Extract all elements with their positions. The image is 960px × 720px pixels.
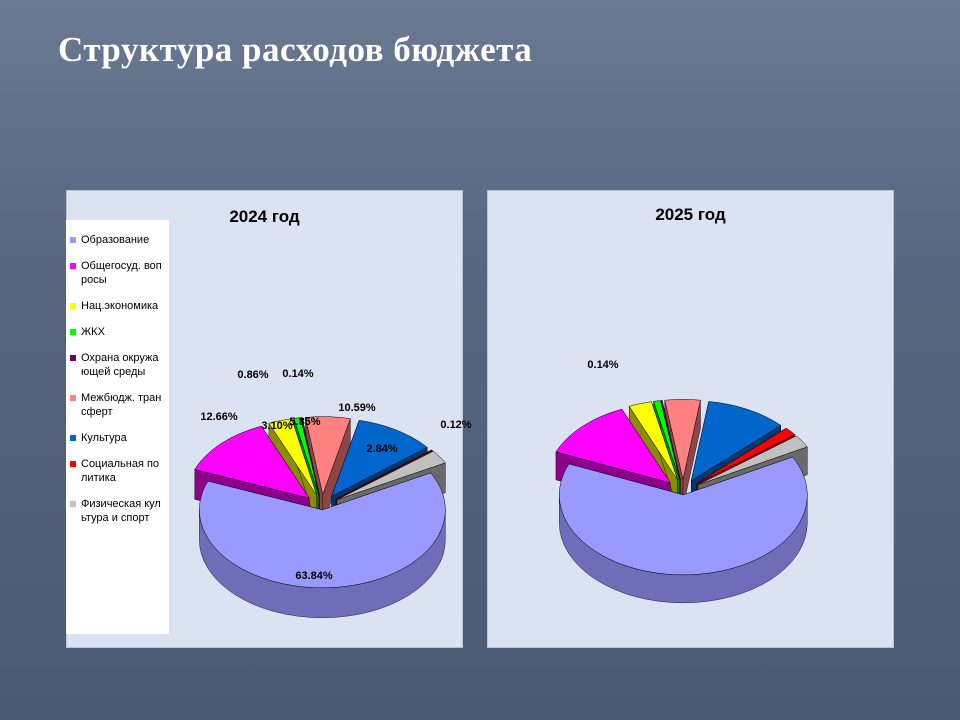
pie-chart-2025: 0.14%: [555, 359, 808, 603]
data-label: 0.86%: [237, 369, 268, 381]
legend-swatch: [70, 501, 76, 507]
pie-chart-2024: 63.84% 12.66% 3.10% 0.86% 0.14% 5.85% 10.59% 0.…: [194, 368, 472, 618]
chart-legend: Образование Общегосуд. вопросы Нац.эконо…: [66, 220, 169, 634]
legend-label: Социальная политика: [81, 458, 160, 484]
data-label: 12.66%: [200, 411, 238, 423]
legend-swatch: [70, 303, 76, 309]
legend-label: Образование: [81, 234, 150, 246]
data-label: 0.12%: [440, 419, 471, 431]
pie-slice: [199, 472, 446, 618]
data-label: 5.85%: [289, 416, 320, 428]
legend-label: Физическая культура и спорт: [81, 498, 161, 524]
data-label: 2.84%: [366, 443, 397, 455]
legend-label: Культура: [81, 432, 127, 444]
chart-title-2024: 2024 год: [229, 207, 300, 226]
legend-swatch: [70, 435, 76, 441]
legend-item: Межбюдж. трансферт: [70, 391, 165, 419]
legend-swatch: [70, 355, 76, 361]
data-label: 63.84%: [295, 570, 333, 582]
legend-swatch: [70, 461, 76, 467]
data-label: 0.14%: [282, 368, 313, 380]
legend-item: Общегосуд. вопросы: [70, 259, 165, 287]
legend-item: Социальная политика: [70, 457, 165, 485]
pie-slice: [559, 456, 808, 603]
legend-label: Общегосуд. вопросы: [81, 260, 162, 286]
legend-label: Нац.экономика: [81, 300, 159, 312]
chart-title-2025: 2025 год: [655, 205, 726, 224]
legend-swatch: [70, 237, 76, 243]
legend-label: Охрана окружающей среды: [81, 352, 159, 378]
legend-swatch: [70, 395, 76, 401]
legend-item: Культура: [70, 431, 165, 445]
legend-label: Межбюдж. трансферт: [81, 392, 162, 418]
legend-item: ЖКХ: [70, 325, 165, 339]
legend-item: Охрана окружающей среды: [70, 351, 165, 379]
data-label: 10.59%: [338, 402, 376, 414]
chart-panel-2025: 2025 год 0.14%: [487, 190, 894, 648]
legend-swatch: [70, 329, 76, 335]
legend-item: Физическая культура и спорт: [70, 497, 165, 525]
data-label: 0.14%: [587, 359, 618, 371]
chart-panel-2024: 2024 год 63.84% 12.66% 3.10% 0.86% 0.14% 5.85…: [66, 190, 472, 648]
legend-item: Образование: [70, 233, 165, 247]
legend-swatch: [70, 263, 76, 269]
page-title: Структура расходов бюджета: [58, 30, 533, 69]
legend-label: ЖКХ: [81, 326, 105, 338]
data-label: 3.10%: [261, 420, 292, 432]
legend-item: Нац.экономика: [70, 299, 165, 313]
